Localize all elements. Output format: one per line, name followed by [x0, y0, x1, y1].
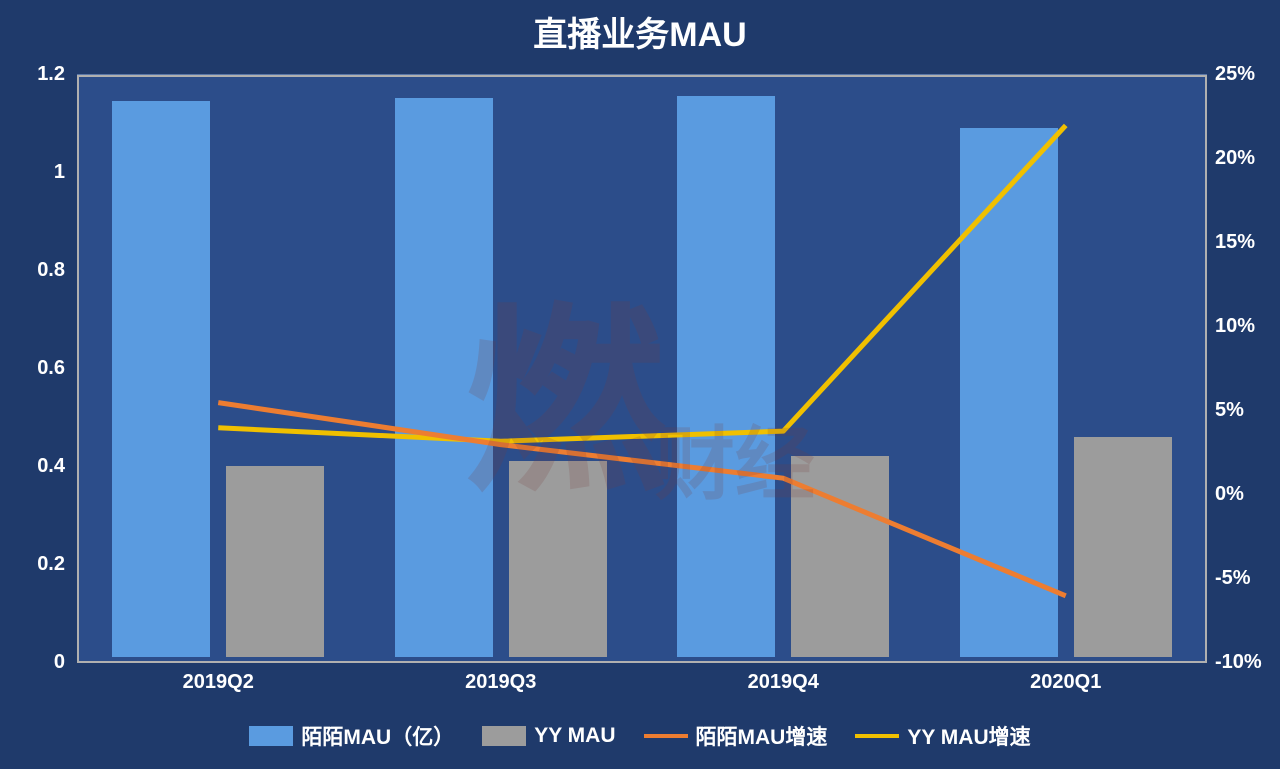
legend-label: 陌陌MAU（亿）: [301, 721, 454, 751]
ytick-right: 20%: [1215, 147, 1275, 170]
legend-item-yy_growth: YY MAU增速: [855, 721, 1030, 751]
xtick: 2019Q3: [465, 671, 536, 694]
legend-item-momo_growth: 陌陌MAU增速: [644, 721, 828, 751]
bar-momo-mau: [677, 96, 775, 657]
bar-yy-mau: [226, 466, 324, 657]
legend-label: 陌陌MAU增速: [696, 721, 828, 751]
ytick-right: 25%: [1215, 63, 1275, 86]
ytick-left: 1: [5, 161, 65, 184]
legend-swatch: [855, 734, 899, 738]
bar-momo-mau: [395, 98, 493, 657]
ytick-left: 0.2: [5, 553, 65, 576]
ytick-right: 0%: [1215, 483, 1275, 506]
bar-yy-mau: [509, 461, 607, 657]
ytick-left: 1.2: [5, 63, 65, 86]
legend-item-momo_mau: 陌陌MAU（亿）: [249, 721, 454, 751]
bar-yy-mau: [1074, 437, 1172, 658]
ytick-right: 10%: [1215, 315, 1275, 338]
ytick-right: 5%: [1215, 399, 1275, 422]
legend-label: YY MAU增速: [907, 721, 1030, 751]
bar-yy-mau: [791, 456, 889, 657]
bar-momo-mau: [960, 128, 1058, 657]
legend-swatch: [482, 726, 526, 746]
chart-title: 直播业务MAU: [3, 3, 1277, 59]
legend: 陌陌MAU（亿） YY MAU 陌陌MAU增速 YY MAU增速: [3, 716, 1277, 756]
ytick-left: 0: [5, 651, 65, 674]
legend-item-yy_mau: YY MAU: [482, 724, 615, 748]
ytick-right: -5%: [1215, 567, 1275, 590]
legend-label: YY MAU: [534, 724, 615, 748]
legend-swatch: [249, 726, 293, 746]
ytick-left: 0.4: [5, 455, 65, 478]
ytick-right: -10%: [1215, 651, 1275, 674]
chart-container: 直播业务MAU 0 0.2 0.4 0.6 0.8 1 1.2 -10% -5% 0% 5% 10%…: [0, 0, 1280, 769]
ytick-left: 0.6: [5, 357, 65, 380]
bar-momo-mau: [112, 101, 210, 657]
title-text: 直播业务MAU: [533, 7, 746, 56]
xtick: 2020Q1: [1030, 671, 1101, 694]
ytick-right: 15%: [1215, 231, 1275, 254]
ytick-left: 0.8: [5, 259, 65, 282]
legend-swatch: [644, 734, 688, 738]
xtick: 2019Q4: [748, 671, 819, 694]
xtick: 2019Q2: [183, 671, 254, 694]
